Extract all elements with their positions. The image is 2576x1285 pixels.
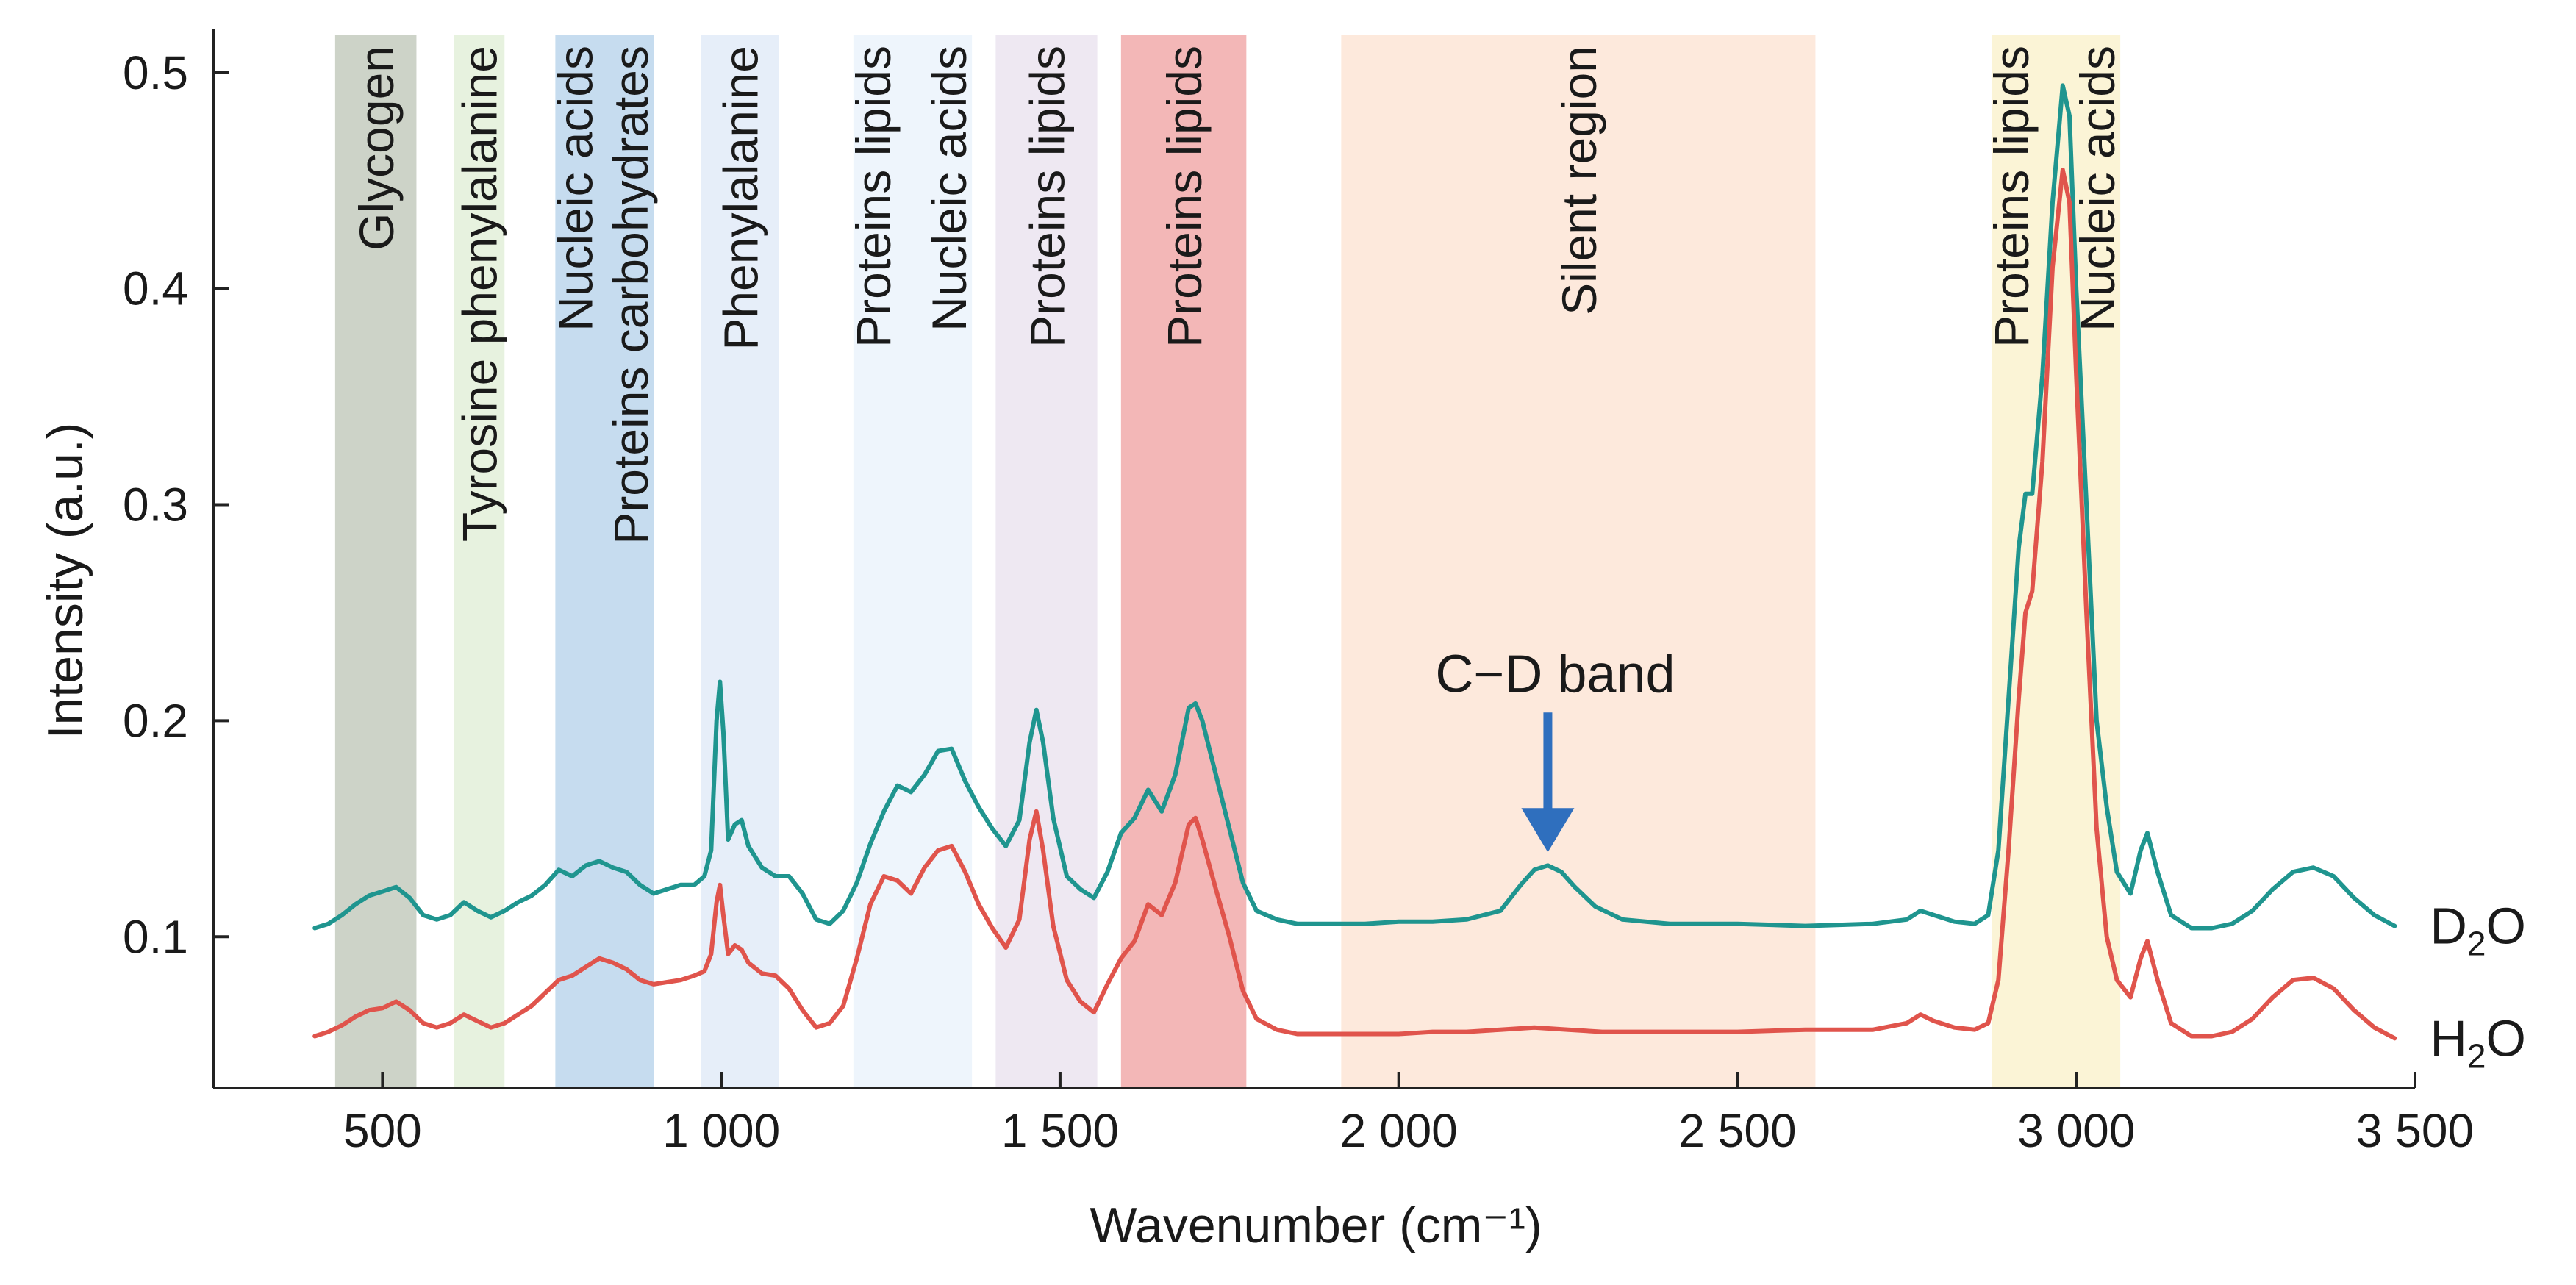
y-tick-label-4: 0.5 bbox=[123, 46, 188, 99]
x-axis-title: Wavenumber (cm⁻¹) bbox=[1090, 1198, 1542, 1253]
band-label-7-0: Silent region bbox=[1552, 46, 1606, 315]
band-label-4-0: Proteins lipids bbox=[846, 46, 901, 348]
series-label-1: H2O bbox=[2430, 1009, 2526, 1075]
cd-band-arrow-head bbox=[1521, 808, 1575, 853]
series-label-main-1: H bbox=[2430, 1009, 2467, 1067]
band-label-5-0: Proteins lipids bbox=[1020, 46, 1074, 348]
series-label-sub-0: 2 bbox=[2467, 925, 2486, 963]
series-line-h2o bbox=[312, 168, 2397, 1041]
x-tick-label-0: 500 bbox=[343, 1104, 422, 1157]
band-7 bbox=[1341, 35, 1816, 1088]
y-tick-label-3: 0.4 bbox=[123, 262, 188, 315]
x-tick-label-2: 1 500 bbox=[1001, 1104, 1119, 1157]
y-tick-label-0: 0.1 bbox=[123, 910, 188, 963]
series-label-main-0: D bbox=[2430, 898, 2467, 955]
band-label-2-1: Proteins carbohydrates bbox=[604, 46, 658, 545]
series-line-d2o bbox=[312, 83, 2397, 931]
x-tick-label-1: 1 000 bbox=[662, 1104, 780, 1157]
band-label-0-0: Glycogen bbox=[349, 46, 404, 251]
x-tick-label-3: 2 000 bbox=[1340, 1104, 1458, 1157]
band-label-2-0: Nucleic acids bbox=[548, 46, 602, 332]
band-6 bbox=[1120, 35, 1247, 1088]
x-tick-label-6: 3 500 bbox=[2356, 1104, 2474, 1157]
x-tick-label-5: 3 000 bbox=[2017, 1104, 2135, 1157]
annotations: C−D band bbox=[1435, 645, 1675, 853]
y-tick-label-2: 0.3 bbox=[123, 479, 188, 531]
band-5 bbox=[995, 35, 1098, 1088]
y-axis-title: Intensity (a.u.) bbox=[37, 423, 93, 740]
axes: 500 1 000 1 500 2 000 2 500 3 000 3 500 0.1 0.2 0… bbox=[123, 29, 2474, 1157]
band-label-4-1: Nucleic acids bbox=[922, 46, 976, 332]
spectral-bands bbox=[334, 35, 2121, 1088]
x-tick-label-4: 2 500 bbox=[1678, 1104, 1796, 1157]
band-4 bbox=[853, 35, 973, 1088]
band-8 bbox=[1992, 35, 2121, 1088]
band-label-8-1: Nucleic acids bbox=[2070, 46, 2125, 332]
series-label-sub-1: 2 bbox=[2467, 1037, 2486, 1075]
cd-band-annotation: C−D band bbox=[1435, 645, 1675, 704]
band-label-3-0: Phenylalanine bbox=[713, 46, 768, 351]
series-label-0: D2O bbox=[2430, 898, 2526, 963]
y-tick-label-1: 0.2 bbox=[123, 694, 188, 747]
series-label-tail-0: O bbox=[2486, 898, 2526, 955]
band-labels: Glycogen Tyrosine phenylalanine Nucleic ac… bbox=[349, 46, 2125, 545]
band-2 bbox=[555, 35, 654, 1088]
band-label-6-0: Proteins lipids bbox=[1157, 46, 1212, 348]
band-label-1-0: Tyrosine phenylalanine bbox=[453, 46, 507, 542]
band-label-8-0: Proteins lipids bbox=[1984, 46, 2039, 348]
series-label-tail-1: O bbox=[2486, 1009, 2526, 1067]
